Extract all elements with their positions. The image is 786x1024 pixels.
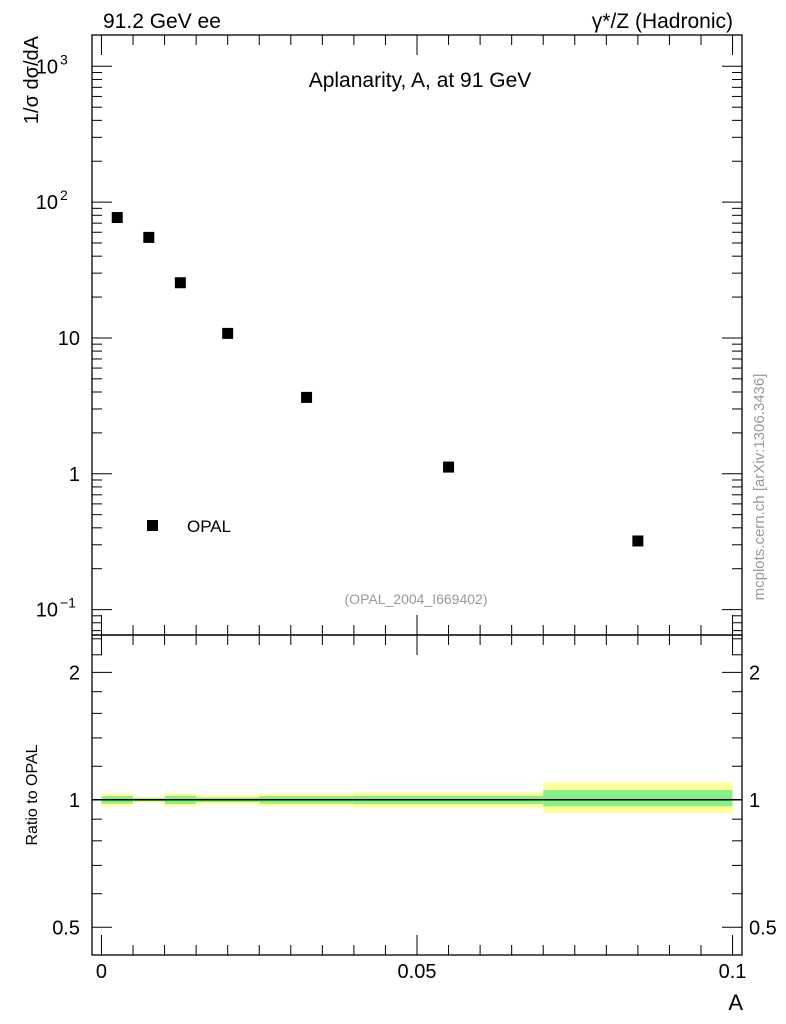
ratio-y-tick-label-right: 0.5 bbox=[749, 917, 777, 939]
legend-marker-opal bbox=[147, 520, 158, 531]
ratio-plot-panel: Ratio to OPAL 0.5 0.5 1 1 2 2 0 0.05 0.1 A bbox=[24, 634, 777, 1015]
y-tick-label: 10 bbox=[36, 600, 58, 622]
x-tick-label: 0.1 bbox=[719, 961, 747, 983]
y-tick-label: 10 bbox=[58, 328, 80, 350]
analysis-id-annotation: (OPAL_2004_I669402) bbox=[345, 591, 488, 607]
header-process-label: γ*/Z (Hadronic) bbox=[592, 10, 733, 33]
ratio-y-tick-label-left: 2 bbox=[69, 662, 80, 684]
main-plot-frame bbox=[91, 34, 743, 636]
y-tick-exponent: 3 bbox=[60, 51, 68, 67]
header-energy-label: 91.2 GeV ee bbox=[103, 10, 221, 33]
y-tick-label: 10 bbox=[36, 56, 58, 78]
data-point-opal bbox=[111, 212, 123, 224]
y-tick-label: 10 bbox=[36, 192, 58, 214]
data-point-opal bbox=[222, 327, 234, 339]
data-point-opal bbox=[443, 461, 455, 473]
legend-label-opal: OPAL bbox=[187, 517, 231, 536]
main-plot-panel: Aplanarity, A, at 91 GeV 1/σ dσ/dA (OPAL… bbox=[21, 34, 743, 636]
y-tick-exponent: −1 bbox=[60, 595, 76, 611]
ratio-band-inner bbox=[543, 789, 733, 807]
ratio-y-tick-label-right: 2 bbox=[749, 662, 760, 684]
x-axis-label: A bbox=[728, 990, 743, 1015]
data-point-opal bbox=[174, 277, 186, 289]
x-tick-label: 0 bbox=[96, 961, 107, 983]
ratio-y-tick-label-right: 1 bbox=[749, 790, 760, 812]
chart-title: Aplanarity, A, at 91 GeV bbox=[309, 69, 532, 92]
x-tick-label: 0.05 bbox=[398, 961, 437, 983]
y-tick-exponent: 2 bbox=[60, 187, 68, 203]
data-point-opal bbox=[143, 231, 155, 243]
ratio-y-tick-label-left: 1 bbox=[69, 790, 80, 812]
data-point-opal bbox=[632, 535, 644, 547]
y-axis-label: 1/σ dσ/dA bbox=[21, 35, 43, 124]
ratio-y-axis-label: Ratio to OPAL bbox=[24, 744, 41, 845]
data-point-opal bbox=[301, 391, 313, 403]
ratio-y-tick-label-left: 0.5 bbox=[52, 917, 80, 939]
y-tick-label: 1 bbox=[69, 464, 80, 486]
mcplots-source-label: mcplots.cern.ch [arXiv:1306.3436] bbox=[751, 374, 768, 601]
